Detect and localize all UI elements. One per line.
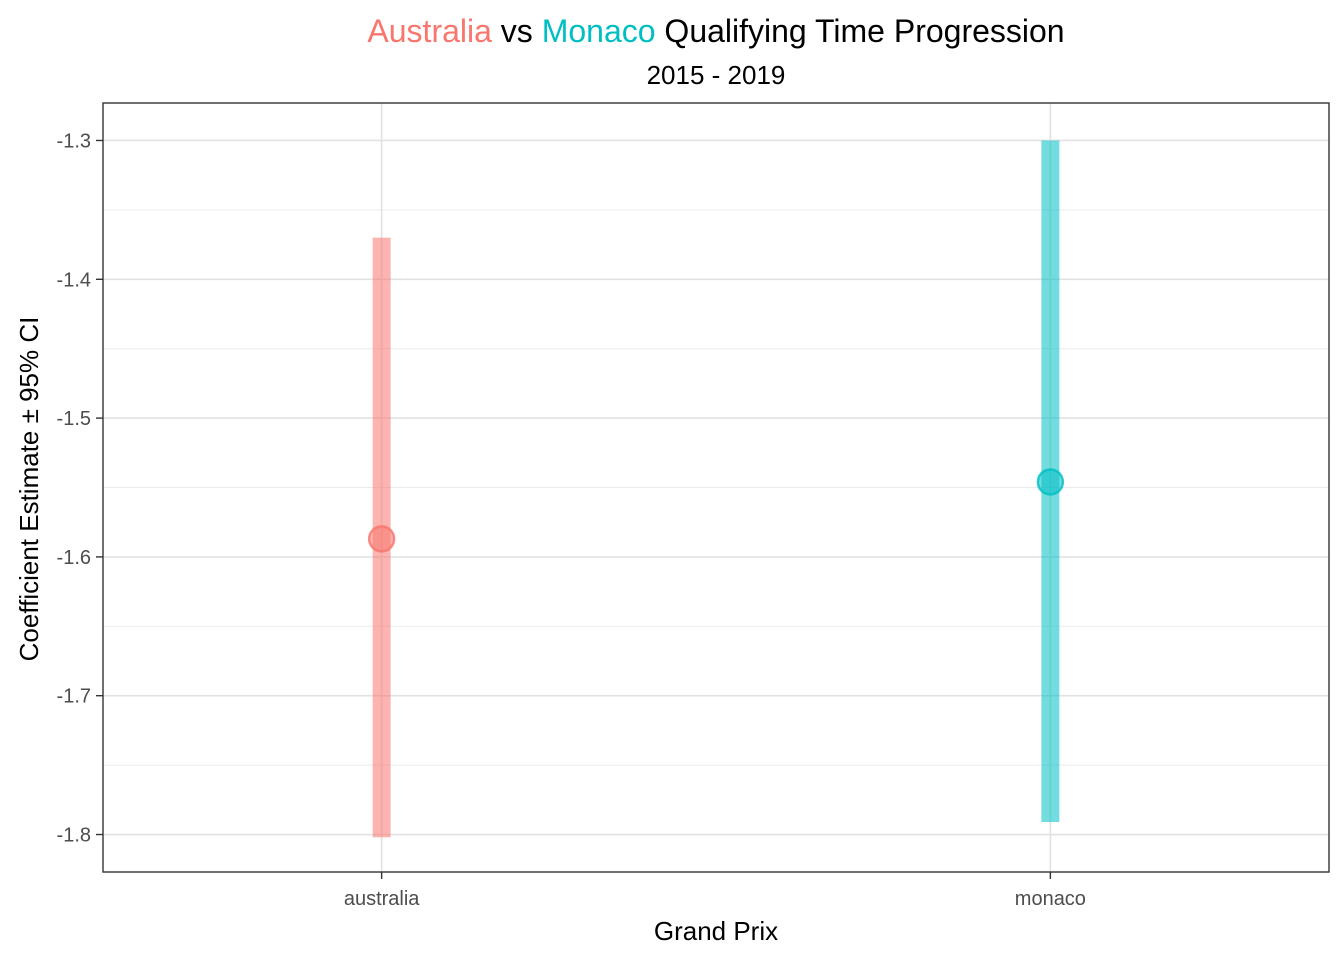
chart-title: Australia vs Monaco Qualifying Time Prog… (367, 13, 1064, 49)
y-tick-label: -1.7 (57, 686, 91, 708)
x-axis-label: Grand Prix (654, 916, 778, 946)
y-tick-label: -1.5 (57, 408, 91, 430)
x-tick-label: monaco (1015, 888, 1086, 910)
plot-panel-border (102, 102, 1330, 873)
y-tick-label: -1.4 (57, 269, 91, 291)
x-tick-label: australia (344, 888, 420, 910)
y-tick-label: -1.8 (57, 825, 91, 847)
chart-marks (367, 140, 1065, 838)
y-axis-label: Coefficient Estimate ± 95% CI (14, 317, 44, 662)
chart-subtitle: 2015 - 2019 (647, 60, 786, 90)
point-estimate-monaco (1036, 468, 1065, 496)
grid-lines (103, 103, 1329, 872)
axes: -1.3 -1.4 -1.5 -1.6 -1.7 -1.8 australia monaco (57, 130, 1086, 910)
y-tick-label: -1.6 (57, 547, 91, 569)
point-estimate-australia (367, 525, 396, 553)
title-part: Qualifying Time Progression (656, 13, 1065, 49)
title-part: Australia (367, 13, 492, 49)
title-part: vs (492, 13, 542, 49)
y-tick-label: -1.3 (57, 130, 91, 152)
title-part: Monaco (542, 13, 656, 49)
